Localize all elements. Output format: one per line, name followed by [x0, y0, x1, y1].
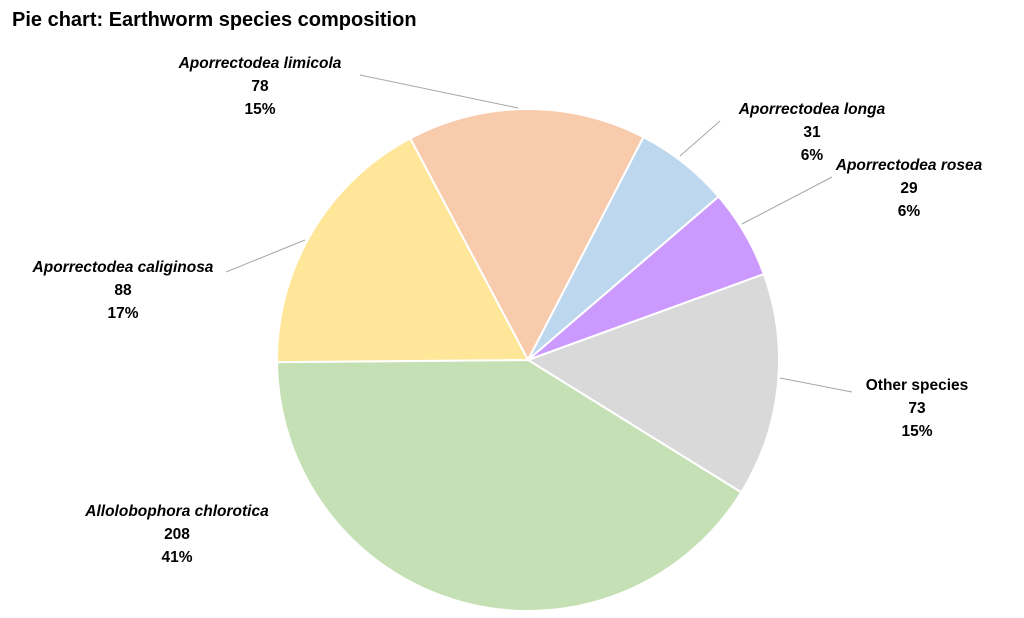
data-label-percent-allolobophora-chlorotica: 41% [161, 549, 192, 566]
data-label-name-aporrectodea-limicola: Aporrectodea limicola [178, 55, 342, 72]
data-label-value-allolobophora-chlorotica: 208 [164, 526, 190, 543]
data-label-value-aporrectodea-caliginosa: 88 [114, 282, 132, 299]
data-label-percent-aporrectodea-caliginosa: 17% [107, 305, 138, 322]
pie-slice-aporrectodea-limicola [409, 108, 645, 361]
pie-slices [276, 108, 781, 612]
data-label-value-aporrectodea-rosea: 29 [900, 180, 918, 197]
data-label-name-aporrectodea-rosea: Aporrectodea rosea [835, 157, 983, 174]
data-label-value-other-species: 73 [908, 400, 926, 417]
data-label-percent-aporrectodea-rosea: 6% [898, 203, 921, 220]
data-label-percent-other-species: 15% [901, 423, 932, 440]
data-label-name-aporrectodea-caliginosa: Aporrectodea caliginosa [32, 259, 214, 276]
leader-line-aporrectodea-longa [679, 120, 721, 157]
data-label-value-aporrectodea-limicola: 78 [251, 78, 269, 95]
chart-title: Pie chart: Earthworm species composition [12, 9, 417, 31]
data-label-value-aporrectodea-longa: 31 [803, 124, 821, 141]
pie-slice-other-species [527, 273, 781, 494]
data-label-name-other-species: Other species [866, 377, 969, 394]
data-label-name-aporrectodea-longa: Aporrectodea longa [738, 101, 886, 118]
data-label-percent-aporrectodea-longa: 6% [801, 147, 824, 164]
data-label-percent-aporrectodea-limicola: 15% [244, 101, 275, 118]
leader-line-other-species [779, 377, 853, 393]
pie-slice-allolobophora-chlorotica [276, 359, 743, 612]
data-labels: Aporrectodea limicola 78 15% Aporrectodea l… [32, 55, 983, 566]
leader-line-aporrectodea-limicola [359, 74, 519, 109]
leader-line-aporrectodea-caliginosa [225, 239, 306, 273]
pie-slice-aporrectodea-caliginosa [276, 137, 529, 364]
leader-line-aporrectodea-rosea [741, 176, 833, 225]
data-label-name-allolobophora-chlorotica: Allolobophora chlorotica [84, 503, 269, 520]
leader-lines [225, 74, 853, 393]
